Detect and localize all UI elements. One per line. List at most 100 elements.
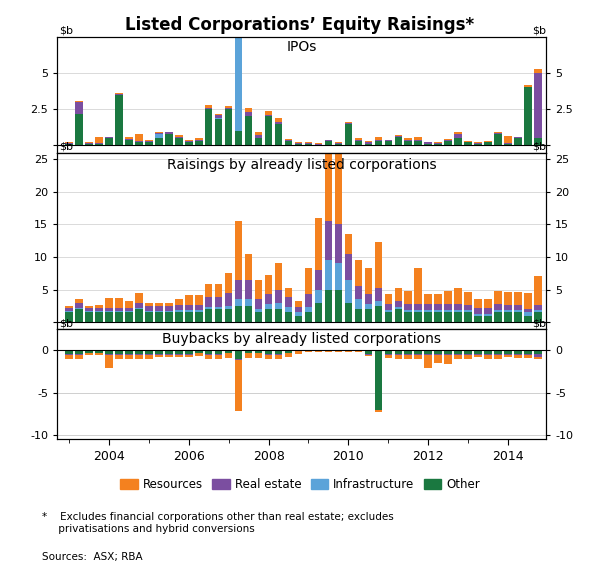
- Bar: [225, 309, 232, 322]
- Bar: [305, 350, 312, 351]
- Bar: [285, 140, 292, 141]
- Bar: [415, 304, 422, 311]
- Bar: [454, 138, 462, 145]
- Bar: [145, 142, 152, 145]
- Bar: [504, 311, 512, 312]
- Bar: [395, 301, 402, 307]
- Bar: [245, 306, 253, 322]
- Bar: [395, 350, 402, 354]
- Bar: [365, 309, 372, 322]
- Bar: [155, 134, 163, 138]
- Text: $b: $b: [59, 26, 73, 36]
- Bar: [494, 304, 502, 311]
- Text: *    Excludes financial corporations other than real estate; excludes
     priva: * Excludes financial corporations other …: [42, 512, 394, 534]
- Bar: [255, 350, 262, 353]
- Bar: [424, 144, 432, 145]
- Bar: [385, 312, 392, 322]
- Bar: [504, 136, 512, 143]
- Bar: [215, 113, 223, 115]
- Bar: [275, 124, 283, 145]
- Bar: [235, 37, 242, 131]
- Bar: [235, 299, 242, 306]
- Bar: [65, 355, 73, 359]
- Bar: [464, 141, 472, 142]
- Bar: [145, 140, 152, 141]
- Bar: [484, 142, 492, 145]
- Bar: [415, 311, 422, 312]
- Bar: [245, 116, 253, 145]
- Bar: [434, 355, 442, 363]
- Bar: [454, 350, 462, 354]
- Bar: [404, 304, 412, 311]
- Bar: [454, 311, 462, 312]
- Bar: [534, 354, 542, 357]
- Bar: [434, 350, 442, 354]
- Bar: [215, 115, 223, 118]
- Bar: [175, 311, 182, 312]
- Bar: [85, 353, 93, 355]
- Bar: [305, 307, 312, 312]
- Bar: [415, 312, 422, 322]
- Bar: [524, 316, 532, 322]
- Bar: [385, 294, 392, 304]
- Bar: [494, 132, 502, 133]
- Bar: [344, 124, 352, 145]
- Bar: [454, 132, 462, 134]
- Bar: [524, 85, 532, 87]
- Bar: [534, 73, 542, 138]
- Bar: [534, 312, 542, 322]
- Bar: [385, 311, 392, 312]
- Bar: [445, 141, 452, 145]
- Bar: [65, 144, 73, 145]
- Bar: [275, 355, 283, 359]
- Bar: [115, 308, 122, 311]
- Bar: [105, 350, 113, 354]
- Bar: [325, 139, 332, 140]
- Bar: [424, 312, 432, 322]
- Bar: [215, 307, 223, 309]
- Bar: [295, 307, 302, 312]
- Bar: [255, 132, 262, 136]
- Bar: [494, 355, 502, 359]
- Bar: [175, 305, 182, 311]
- Bar: [65, 311, 73, 312]
- Bar: [464, 354, 472, 355]
- Legend: Resources, Real estate, Infrastructure, Other: Resources, Real estate, Infrastructure, …: [115, 473, 485, 496]
- Bar: [265, 115, 272, 116]
- Bar: [265, 350, 272, 354]
- Text: $b: $b: [59, 318, 73, 328]
- Bar: [285, 298, 292, 307]
- Bar: [275, 350, 283, 354]
- Bar: [355, 138, 362, 139]
- Bar: [125, 311, 133, 312]
- Bar: [85, 306, 93, 308]
- Bar: [165, 306, 173, 311]
- Bar: [245, 280, 253, 299]
- Bar: [314, 218, 322, 270]
- Bar: [475, 308, 482, 314]
- Bar: [504, 292, 512, 305]
- Bar: [255, 309, 262, 312]
- Bar: [185, 305, 193, 311]
- Bar: [524, 312, 532, 316]
- Bar: [415, 137, 422, 139]
- Bar: [65, 354, 73, 355]
- Bar: [514, 350, 522, 354]
- Bar: [404, 312, 412, 322]
- Bar: [344, 253, 352, 280]
- Bar: [95, 144, 103, 145]
- Bar: [225, 306, 232, 309]
- Bar: [395, 137, 402, 145]
- Text: IPOs: IPOs: [286, 40, 317, 54]
- Bar: [374, 141, 382, 145]
- Bar: [105, 312, 113, 322]
- Text: Sources:  ASX; RBA: Sources: ASX; RBA: [42, 552, 143, 562]
- Bar: [374, 350, 382, 409]
- Bar: [95, 137, 103, 143]
- Bar: [404, 141, 412, 145]
- Bar: [395, 307, 402, 309]
- Bar: [374, 409, 382, 411]
- Bar: [75, 355, 83, 359]
- Bar: [265, 274, 272, 294]
- Bar: [95, 350, 103, 353]
